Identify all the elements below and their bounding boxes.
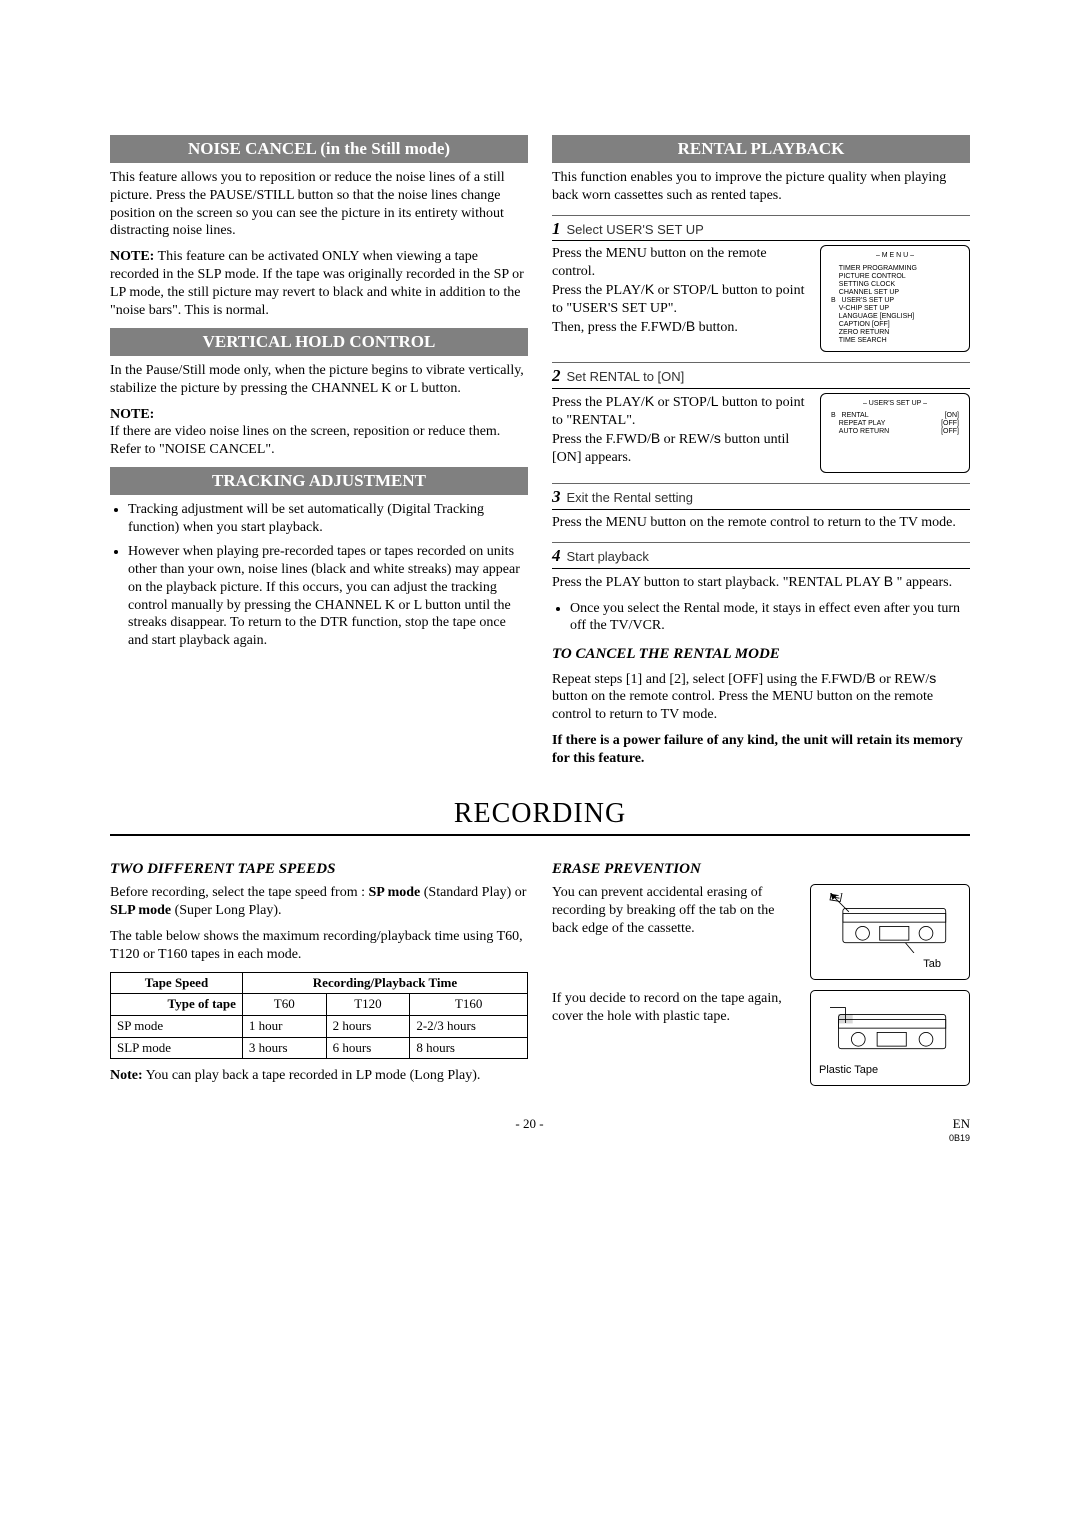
erase-prevention-heading: ERASE PREVENTION xyxy=(552,860,970,879)
noise-cancel-note: NOTE: This feature can be activated ONLY… xyxy=(110,248,528,320)
tracking-bullets: Tracking adjustment will be set automati… xyxy=(110,501,528,650)
noise-cancel-para: This feature allows you to reposition or… xyxy=(110,169,528,241)
lcd-user-setup-screen: – USER'S SET UP – B RENTAL[ON] REPEAT PL… xyxy=(820,393,970,473)
footer-lang: EN xyxy=(949,1116,970,1133)
cancel-rental-bold: If there is a power failure of any kind,… xyxy=(552,732,970,768)
erase-prevention-p1: You can prevent accidental erasing of re… xyxy=(552,884,798,980)
tracking-heading: TRACKING ADJUSTMENT xyxy=(110,467,528,495)
step-2-text: Press the PLAY/K or STOP/L button to poi… xyxy=(552,393,812,473)
rental-heading: RENTAL PLAYBACK xyxy=(552,135,970,163)
step-4-label: Start playback xyxy=(567,549,649,564)
step-1-text: Press the MENU button on the remote cont… xyxy=(552,245,812,352)
lcd-menu-screen: – M E N U – TIMER PROGRAMMING PICTURE CO… xyxy=(820,245,970,352)
divider xyxy=(110,834,970,836)
erase-prevention-p2: If you decide to record on the tape agai… xyxy=(552,990,798,1086)
footer-code: 0B19 xyxy=(949,1133,970,1145)
cancel-rental-heading: TO CANCEL THE RENTAL MODE xyxy=(552,645,970,664)
step-1-num: 1 xyxy=(552,219,561,238)
cassette-tab-illustration: Tab xyxy=(810,884,970,980)
step-4-text: Press the PLAY button to start playback.… xyxy=(552,573,970,592)
step-3-text: Press the MENU button on the remote cont… xyxy=(552,514,970,532)
vertical-hold-note: NOTE:If there are video noise lines on t… xyxy=(110,406,528,460)
step-3-num: 3 xyxy=(552,487,561,506)
step-4-num: 4 xyxy=(552,546,561,565)
step-1-label: Select USER'S SET UP xyxy=(567,222,704,237)
step-4-bullet: Once you select the Rental mode, it stay… xyxy=(552,600,970,636)
page-number: - 20 - xyxy=(515,1116,543,1144)
tape-speeds-heading: TWO DIFFERENT TAPE SPEEDS xyxy=(110,860,528,879)
tape-speed-note: Note: You can play back a tape recorded … xyxy=(110,1067,528,1085)
step-3-label: Exit the Rental setting xyxy=(567,490,693,505)
cancel-rental-text: Repeat steps [1] and [2], select [OFF] u… xyxy=(552,670,970,725)
vertical-hold-heading: VERTICAL HOLD CONTROL xyxy=(110,328,528,356)
step-2-label: Set RENTAL to [ON] xyxy=(567,369,685,384)
noise-cancel-heading: NOISE CANCEL (in the Still mode) xyxy=(110,135,528,163)
vertical-hold-para: In the Pause/Still mode only, when the p… xyxy=(110,362,528,398)
step-2-num: 2 xyxy=(552,366,561,385)
tape-speed-table: Tape Speed Recording/Playback Time Type … xyxy=(110,972,528,1060)
rental-intro: This function enables you to improve the… xyxy=(552,169,970,205)
cassette-plastic-tape-illustration: Plastic Tape xyxy=(810,990,970,1086)
recording-heading: RECORDING xyxy=(110,796,970,832)
tape-speeds-p2: The table below shows the maximum record… xyxy=(110,928,528,964)
tape-speeds-p1: Before recording, select the tape speed … xyxy=(110,884,528,920)
